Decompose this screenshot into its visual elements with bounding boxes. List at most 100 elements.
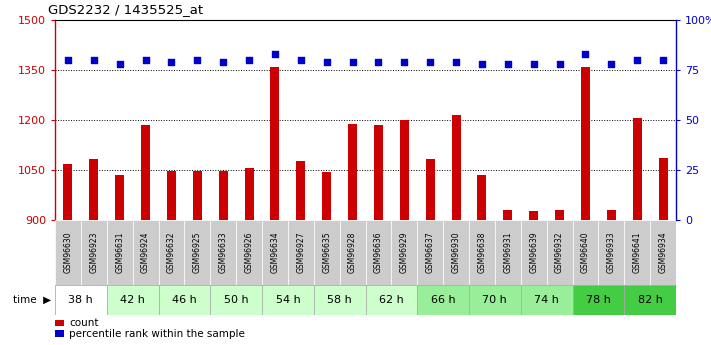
Text: 50 h: 50 h: [224, 295, 248, 305]
Bar: [81, 220, 107, 285]
Bar: [288, 220, 314, 285]
Bar: [245, 168, 254, 345]
Bar: [650, 220, 676, 285]
Bar: [451, 115, 461, 345]
Text: GSM96925: GSM96925: [193, 232, 202, 273]
Bar: [581, 67, 590, 345]
Text: GSM96633: GSM96633: [219, 232, 228, 273]
Point: [192, 57, 203, 63]
Point: [606, 61, 617, 67]
Bar: [322, 172, 331, 345]
Point: [295, 57, 306, 63]
Bar: [133, 220, 159, 285]
Bar: [219, 171, 228, 345]
Bar: [624, 220, 650, 285]
Bar: [296, 161, 305, 345]
Point: [658, 57, 669, 63]
Text: GDS2232 / 1435525_at: GDS2232 / 1435525_at: [48, 3, 203, 16]
Bar: [55, 220, 81, 285]
Bar: [547, 220, 572, 285]
Text: GSM96637: GSM96637: [426, 232, 434, 273]
Bar: [55, 285, 107, 315]
Bar: [374, 125, 383, 345]
Point: [88, 57, 100, 63]
Bar: [90, 159, 98, 345]
Bar: [262, 220, 288, 285]
Text: GSM96929: GSM96929: [400, 232, 409, 273]
Bar: [167, 171, 176, 345]
Text: 66 h: 66 h: [431, 295, 456, 305]
Bar: [348, 124, 357, 345]
Text: GSM96934: GSM96934: [658, 232, 668, 273]
Bar: [658, 158, 668, 345]
Bar: [159, 285, 210, 315]
Text: 38 h: 38 h: [68, 295, 93, 305]
Point: [114, 61, 125, 67]
Text: 62 h: 62 h: [379, 295, 404, 305]
Point: [373, 59, 384, 65]
Point: [243, 57, 255, 63]
Bar: [270, 67, 279, 345]
Bar: [210, 285, 262, 315]
Bar: [63, 164, 73, 345]
Point: [450, 59, 461, 65]
Text: GSM96634: GSM96634: [270, 232, 279, 273]
Text: GSM96635: GSM96635: [322, 232, 331, 273]
Text: GSM96640: GSM96640: [581, 232, 590, 273]
Text: GSM96641: GSM96641: [633, 232, 642, 273]
Bar: [184, 220, 210, 285]
Text: GSM96639: GSM96639: [529, 232, 538, 273]
Bar: [477, 175, 486, 345]
Bar: [572, 285, 624, 315]
Point: [347, 59, 358, 65]
Text: time  ▶: time ▶: [14, 295, 51, 305]
Bar: [391, 220, 417, 285]
Text: GSM96932: GSM96932: [555, 232, 564, 273]
Bar: [107, 220, 133, 285]
Text: 74 h: 74 h: [534, 295, 559, 305]
Bar: [340, 220, 365, 285]
Bar: [503, 210, 513, 345]
Bar: [529, 211, 538, 345]
Point: [554, 61, 565, 67]
Bar: [400, 120, 409, 345]
Bar: [141, 125, 150, 345]
Text: GSM96924: GSM96924: [141, 232, 150, 273]
Point: [321, 59, 332, 65]
Text: 54 h: 54 h: [275, 295, 300, 305]
Text: 42 h: 42 h: [120, 295, 145, 305]
Text: count: count: [69, 318, 99, 328]
Bar: [236, 220, 262, 285]
Bar: [606, 210, 616, 345]
Bar: [210, 220, 236, 285]
Bar: [365, 285, 417, 315]
Text: 82 h: 82 h: [638, 295, 663, 305]
Text: GSM96638: GSM96638: [478, 232, 486, 273]
Point: [399, 59, 410, 65]
Text: percentile rank within the sample: percentile rank within the sample: [69, 328, 245, 338]
Bar: [426, 159, 434, 345]
Bar: [193, 171, 202, 345]
Bar: [495, 220, 520, 285]
Text: 70 h: 70 h: [483, 295, 507, 305]
Point: [502, 61, 513, 67]
Text: GSM96928: GSM96928: [348, 232, 357, 273]
Bar: [262, 285, 314, 315]
Text: 58 h: 58 h: [327, 295, 352, 305]
Text: GSM96923: GSM96923: [90, 232, 98, 273]
Text: GSM96636: GSM96636: [374, 232, 383, 273]
Bar: [520, 220, 547, 285]
Text: 46 h: 46 h: [172, 295, 197, 305]
Text: GSM96931: GSM96931: [503, 232, 513, 273]
Bar: [314, 220, 340, 285]
Bar: [443, 220, 469, 285]
Bar: [365, 220, 391, 285]
Bar: [417, 220, 443, 285]
Bar: [624, 285, 676, 315]
Text: GSM96630: GSM96630: [63, 232, 73, 273]
Point: [63, 57, 74, 63]
Point: [218, 59, 229, 65]
Bar: [520, 285, 572, 315]
Bar: [599, 220, 624, 285]
Text: 78 h: 78 h: [586, 295, 611, 305]
